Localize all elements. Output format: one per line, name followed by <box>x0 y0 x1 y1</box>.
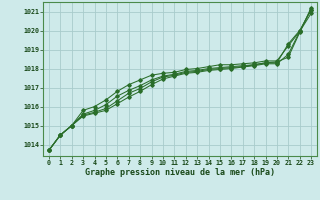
X-axis label: Graphe pression niveau de la mer (hPa): Graphe pression niveau de la mer (hPa) <box>85 168 275 177</box>
